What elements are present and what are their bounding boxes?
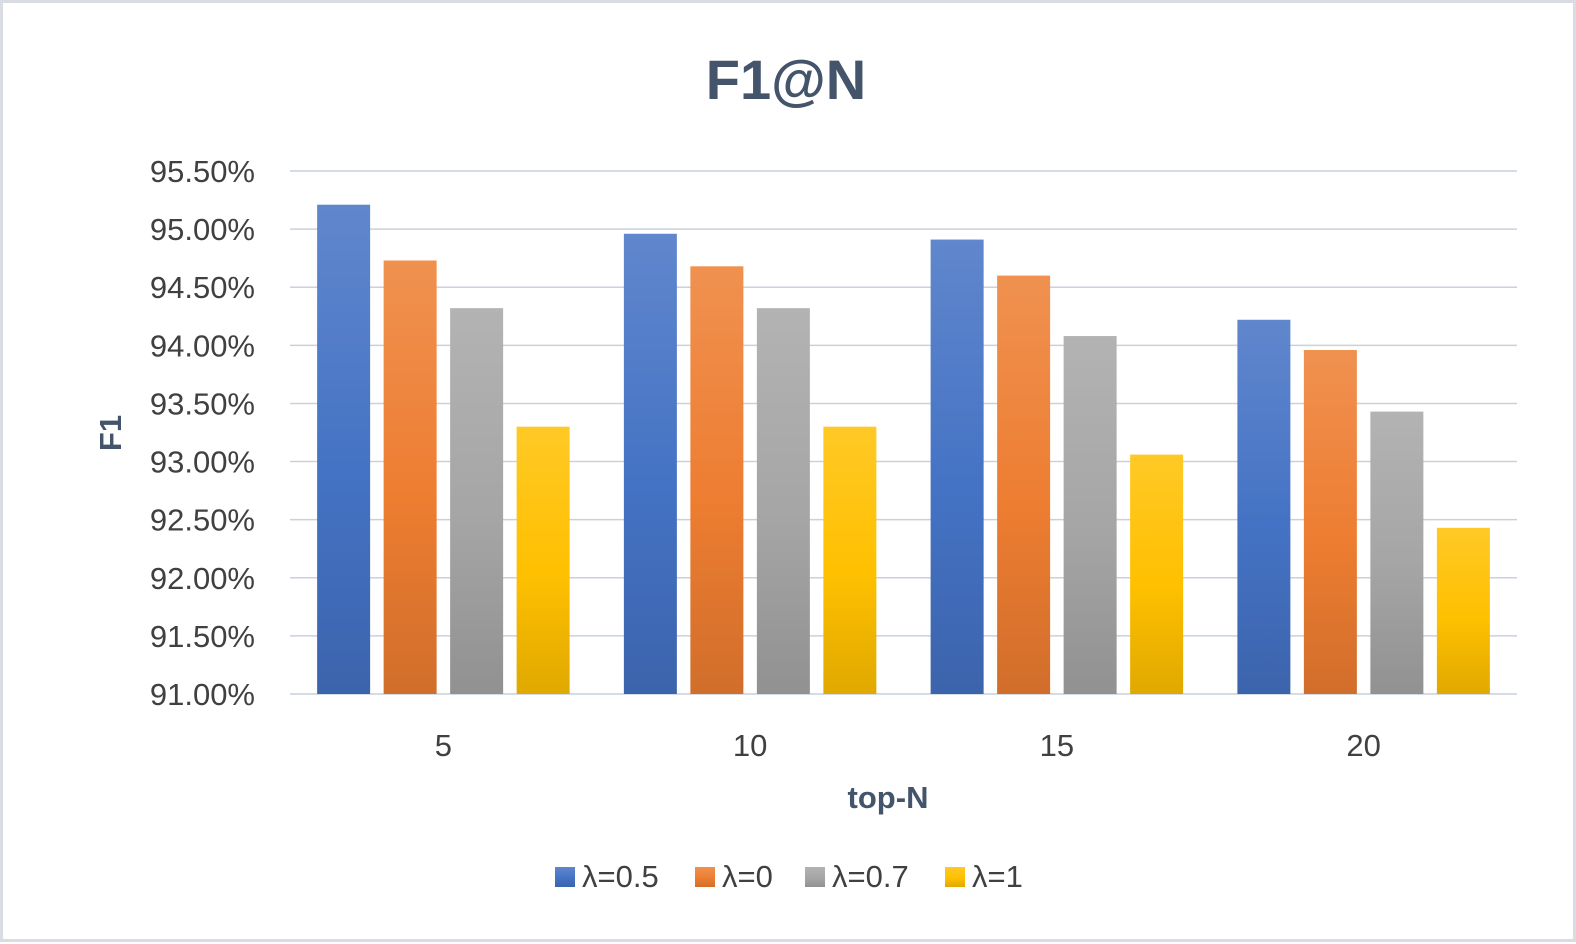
x-axis-ticks: 5 10 15 20	[435, 728, 1381, 763]
y-tick-label: 94.50%	[150, 270, 255, 305]
legend-item: λ=0.7	[805, 859, 909, 894]
bar	[756, 308, 810, 694]
legend-swatch	[805, 867, 825, 887]
y-axis-title: F1	[93, 415, 128, 451]
legend-item: λ=0	[695, 859, 773, 894]
legend-label: λ=0.7	[832, 859, 909, 894]
bar	[1130, 454, 1184, 694]
bar	[623, 233, 677, 694]
y-tick-label: 92.50%	[150, 503, 255, 538]
bar	[450, 308, 504, 694]
y-tick-label: 91.00%	[150, 677, 255, 712]
bar	[383, 260, 437, 694]
legend-swatch	[695, 867, 715, 887]
x-tick-label: 10	[733, 728, 767, 763]
y-axis-ticks: 91.00% 91.50% 92.00% 92.50% 93.00% 93.50% 94.0…	[150, 154, 255, 712]
bar	[997, 275, 1051, 694]
y-tick-label: 95.00%	[150, 212, 255, 247]
legend-item: λ=0.5	[555, 859, 659, 894]
x-tick-label: 20	[1346, 728, 1380, 763]
bar	[1237, 319, 1291, 694]
legend: λ=0.5 λ=0 λ=0.7 λ=1	[555, 859, 1023, 894]
bars	[317, 204, 1490, 694]
bar	[1303, 349, 1357, 694]
legend-swatch	[945, 867, 965, 887]
y-tick-label: 91.50%	[150, 619, 255, 654]
y-tick-label: 94.00%	[150, 328, 255, 363]
legend-label: λ=1	[972, 859, 1023, 894]
y-tick-label: 92.00%	[150, 561, 255, 596]
legend-label: λ=0.5	[582, 859, 659, 894]
bar	[930, 239, 984, 694]
legend-swatch	[555, 867, 575, 887]
y-tick-label: 93.50%	[150, 386, 255, 421]
bar	[823, 426, 877, 694]
bar	[1063, 336, 1117, 694]
x-tick-label: 15	[1040, 728, 1074, 763]
x-tick-label: 5	[435, 728, 452, 763]
bar	[516, 426, 570, 694]
bar-chart: F1@N 91.00% 91.50% 92.00% 92.50% 93.00% 93.50…	[93, 48, 1517, 894]
bar	[690, 266, 744, 694]
legend-item: λ=1	[945, 859, 1023, 894]
bar	[1370, 411, 1424, 694]
y-tick-label: 95.50%	[150, 154, 255, 189]
legend-label: λ=0	[722, 859, 773, 894]
bar	[1436, 527, 1490, 694]
bar	[317, 204, 371, 694]
chart-title: F1@N	[706, 48, 866, 111]
y-tick-label: 93.00%	[150, 445, 255, 480]
x-axis-title: top-N	[848, 780, 929, 815]
